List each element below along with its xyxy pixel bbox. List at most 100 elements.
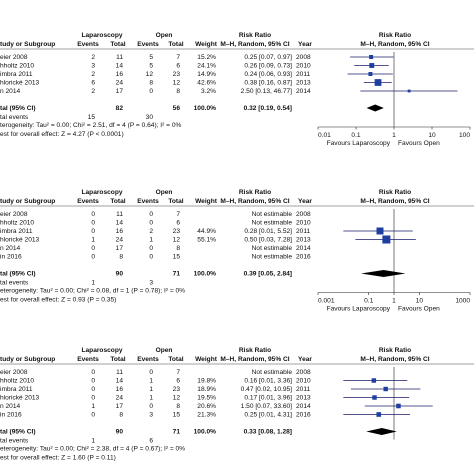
total-open: 23: [173, 228, 181, 235]
total-lap: 14: [116, 377, 124, 384]
heterogeneity: eterogeneity: Tau² = 0.00; Chi² = 0.08, …: [0, 287, 185, 294]
total-lap: 90: [116, 428, 124, 435]
summary-diamond: [366, 104, 384, 112]
total-open: 8: [176, 88, 180, 95]
total-lap: 16: [116, 71, 124, 78]
total-open: 12: [173, 79, 181, 86]
column-header: M–H, Random, 95% CI: [220, 41, 289, 48]
risk-ratio-ci: 0.38 [0.16, 0.87]: [244, 79, 292, 86]
column-header: Events: [77, 198, 99, 205]
events-label: tal events: [0, 114, 29, 121]
year: 2011: [296, 228, 311, 235]
total-ci: 0.32 [0.19, 0.54]: [244, 105, 292, 112]
group-header: Open: [156, 189, 173, 196]
column-header: tudy or Subgroup: [0, 41, 55, 48]
study-name: eier 2008: [0, 369, 28, 376]
heterogeneity: terogeneity: Tau² = 0.00; Chi² = 2.51, d…: [0, 122, 182, 129]
total-label: tal (95% CI): [0, 105, 36, 112]
study-name: eier 2008: [0, 211, 28, 218]
events-open: 0: [149, 253, 153, 260]
column-header: Weight: [195, 356, 218, 363]
year: 2014: [296, 88, 311, 95]
risk-ratio-ci: Not estimable: [252, 211, 293, 218]
events-lap: 0: [91, 219, 95, 226]
study-name: hholtz 2010: [0, 377, 34, 384]
events-lap: 1: [91, 403, 95, 410]
year: 2008: [296, 54, 311, 61]
group-header: Open: [156, 347, 173, 354]
column-header: M–H, Random, 95% CI: [220, 356, 289, 363]
weight: 18.9%: [197, 386, 216, 393]
x-tick-label: 0.1: [364, 297, 373, 304]
total-open: 15: [173, 253, 181, 260]
column-header: Total: [110, 198, 125, 205]
total-open: 56: [173, 105, 181, 112]
study-name: in 2016: [0, 411, 22, 418]
events-lap: 0: [91, 394, 95, 401]
events-open: 0: [149, 245, 153, 252]
year: 2013: [296, 79, 311, 86]
column-header: Events: [137, 198, 159, 205]
risk-ratio-ci: 0.47 [0.02, 10.95]: [241, 386, 292, 393]
summary-diamond: [361, 270, 406, 277]
column-header: M–H, Random, 95% CI: [360, 41, 429, 48]
column-header: Weight: [195, 41, 218, 48]
total-lap: 17: [116, 245, 124, 252]
risk-ratio-ci: 0.25 [0.07, 0.97]: [244, 54, 292, 61]
risk-ratio-ci: 2.50 [0.13, 46.77]: [241, 88, 292, 95]
weight: 44.9%: [197, 228, 216, 235]
total-open: 7: [176, 54, 180, 61]
events-lap: 0: [91, 411, 95, 418]
total-lap: 11: [116, 211, 123, 218]
events-open: 0: [149, 88, 153, 95]
study-square: [368, 72, 373, 76]
events-lap: 0: [91, 245, 95, 252]
column-header: M–H, Random, 95% CI: [360, 356, 429, 363]
total-open: 12: [173, 236, 181, 243]
column-header: tudy or Subgroup: [0, 198, 55, 205]
total-lap: 16: [116, 386, 124, 393]
total-open: 12: [173, 394, 181, 401]
study-name: hholtz 2010: [0, 219, 34, 226]
column-header: M–H, Random, 95% CI: [220, 198, 289, 205]
study-square: [396, 403, 401, 409]
events-label: tal events: [0, 437, 29, 444]
study-name: imbra 2011: [0, 386, 33, 393]
summary-diamond: [366, 428, 397, 435]
study-name: in 2016: [0, 253, 22, 260]
weight: 24.1%: [197, 62, 216, 69]
plot-header: Risk Ratio: [379, 189, 411, 196]
events-lap: 0: [91, 369, 95, 376]
events-open: 5: [149, 62, 153, 69]
study-square: [376, 412, 382, 417]
events-lap: 1: [91, 236, 95, 243]
events-lap: 1: [91, 437, 95, 444]
column-header: Total: [168, 356, 183, 363]
study-square: [371, 378, 377, 383]
total-open: 7: [176, 369, 180, 376]
total-weight: 100.0%: [194, 428, 217, 435]
risk-ratio-ci: 1.50 [0.07, 33.60]: [241, 403, 292, 410]
weight: 20.6%: [197, 403, 216, 410]
events-open: 2: [149, 228, 153, 235]
x-tick-label: 10: [428, 132, 436, 139]
column-header: Total: [168, 41, 183, 48]
x-tick-label: 1: [392, 297, 396, 304]
total-open: 71: [173, 270, 181, 277]
events-open: 1: [149, 394, 153, 401]
overall-effect: est for overall effect: Z = 0.93 (P = 0.…: [0, 296, 116, 303]
year: 2014: [296, 403, 311, 410]
study-square: [407, 89, 411, 93]
favours-right: Favours Open: [398, 305, 440, 312]
total-label: tal (95% CI): [0, 428, 36, 435]
events-lap: 0: [91, 253, 95, 260]
year: 2016: [296, 411, 311, 418]
total-lap: 24: [116, 79, 124, 86]
year: 2008: [296, 369, 311, 376]
events-lap: 0: [91, 211, 95, 218]
total-weight: 100.0%: [194, 105, 217, 112]
column-header: Events: [137, 41, 159, 48]
rr-header: Risk Ratio: [239, 32, 271, 39]
column-header: M–H, Random, 95% CI: [360, 198, 429, 205]
total-open: 71: [173, 428, 181, 435]
